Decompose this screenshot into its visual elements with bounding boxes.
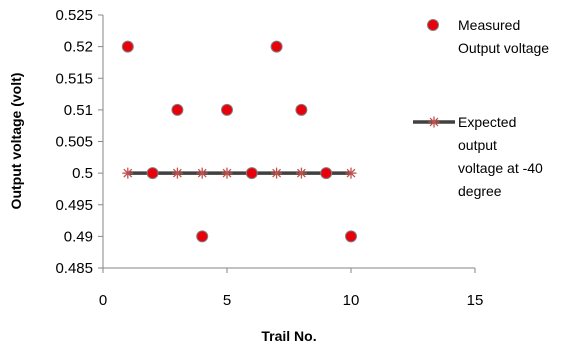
expected-point [171, 167, 183, 179]
x-tick-label: 0 [99, 292, 107, 309]
measured-point [221, 103, 233, 116]
y-ticks: 0.485 0.49 0.495 0.5 0.505 0.51 0.515 0.52 0.525 [55, 7, 103, 277]
measured-point [295, 103, 308, 116]
legend: Measured Output voltage Expected output vol… [413, 17, 549, 199]
legend-label-measured: Output voltage [458, 40, 549, 56]
y-tick-label: 0.515 [55, 70, 93, 87]
expected-point [345, 167, 357, 179]
y-tick-label: 0.485 [55, 260, 93, 277]
y-tick-label: 0.51 [64, 102, 93, 119]
legend-label-expected: degree [458, 183, 502, 199]
legend-marker-expected [428, 116, 440, 128]
y-tick-label: 0.525 [55, 7, 93, 24]
legend-label-expected: Expected [458, 114, 516, 130]
y-axis-title: Output voltage (volt) [8, 73, 24, 210]
y-tick-label: 0.495 [55, 197, 93, 214]
expected-point [122, 167, 134, 179]
expected-point [196, 167, 208, 179]
expected-point [295, 167, 307, 179]
measured-point [146, 167, 159, 180]
measured-point [245, 167, 258, 180]
measured-point [345, 230, 357, 243]
measured-point [320, 167, 333, 180]
y-tick-label: 0.49 [64, 228, 93, 245]
legend-marker-measured [427, 19, 439, 31]
legend-label-measured: Measured [458, 17, 520, 33]
expected-point [221, 167, 233, 179]
x-axis-title: Trail No. [261, 328, 316, 344]
x-ticks: 0 5 10 15 [99, 268, 484, 309]
measured-point [121, 40, 134, 53]
x-tick-label: 10 [343, 292, 360, 309]
x-tick-label: 5 [223, 292, 231, 309]
measured-point [171, 103, 184, 116]
expected-point [271, 167, 283, 179]
legend-item-measured: Measured Output voltage [427, 17, 549, 56]
x-tick-label: 15 [467, 292, 484, 309]
legend-label-expected: output [458, 137, 497, 153]
measured-point [196, 230, 209, 243]
measured-point [270, 40, 283, 53]
y-tick-label: 0.52 [64, 39, 93, 56]
y-tick-label: 0.5 [72, 165, 93, 182]
y-tick-label: 0.505 [55, 134, 93, 151]
measured-series [121, 40, 357, 243]
legend-item-expected: Expected output voltage at -40 degree [413, 114, 543, 199]
legend-label-expected: voltage at -40 [458, 160, 543, 176]
